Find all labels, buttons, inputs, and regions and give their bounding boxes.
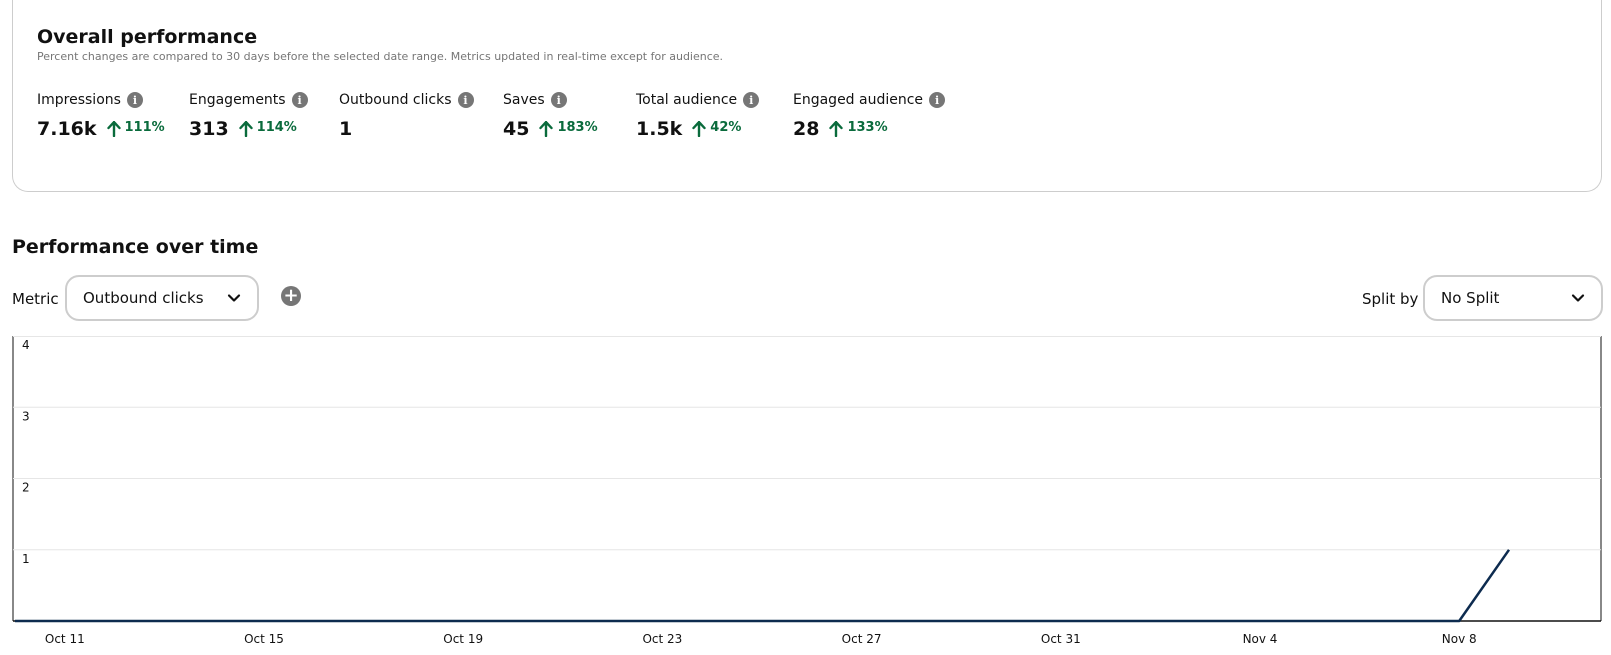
split-select[interactable]: No Split xyxy=(1423,275,1603,321)
arrow-up-icon xyxy=(692,121,706,137)
metric-change-value: 114% xyxy=(256,119,297,135)
metric-change-value: 133% xyxy=(847,119,888,135)
info-icon[interactable]: i xyxy=(457,92,474,108)
info-icon[interactable]: i xyxy=(743,92,760,108)
metric-select[interactable]: Outbound clicks xyxy=(65,275,259,321)
metric-value: 7.16k xyxy=(37,118,97,140)
info-icon[interactable]: i xyxy=(929,92,946,108)
x-tick-label: Oct 11 xyxy=(45,632,85,646)
info-icon[interactable]: i xyxy=(291,92,308,108)
metric-label: Impressions xyxy=(37,92,121,108)
x-tick-label: Oct 31 xyxy=(1041,632,1081,646)
metric-engagements: Engagements i 313 114% xyxy=(189,90,308,140)
info-icon[interactable]: i xyxy=(550,92,567,108)
split-select-value: No Split xyxy=(1441,289,1500,307)
metric-select-label: Metric xyxy=(12,290,59,308)
metric-total-audience: Total audience i 1.5k 42% xyxy=(636,90,760,140)
x-tick-label: Oct 27 xyxy=(842,632,882,646)
y-tick-label: 1 xyxy=(22,552,30,566)
metric-change: 114% xyxy=(238,119,297,137)
performance-over-time-title: Performance over time xyxy=(12,236,259,258)
metric-value: 313 xyxy=(189,118,229,140)
overall-performance-card: Overall performance Percent changes are … xyxy=(12,0,1602,192)
metric-change-value: 183% xyxy=(557,119,598,135)
series-line xyxy=(15,549,1511,623)
metric-change: 183% xyxy=(539,119,598,137)
metric-value: 1 xyxy=(339,118,353,140)
arrow-up-icon xyxy=(829,121,844,137)
metric-value: 28 xyxy=(793,118,820,140)
metric-change: 111% xyxy=(106,119,165,137)
metric-label: Total audience xyxy=(636,92,738,108)
arrow-up-icon xyxy=(238,121,253,137)
y-tick-label: 4 xyxy=(22,338,30,352)
info-icon[interactable]: i xyxy=(126,92,143,108)
metric-change-value: 42% xyxy=(710,119,742,135)
x-tick-label: Oct 19 xyxy=(443,632,483,646)
x-tick-label: Nov 4 xyxy=(1243,632,1278,646)
x-tick-label: Oct 15 xyxy=(244,632,284,646)
metric-saves: Saves i 45 183% xyxy=(503,90,598,140)
metric-label: Engaged audience xyxy=(793,92,924,108)
x-tick-label: Nov 8 xyxy=(1442,632,1477,646)
metric-value: 45 xyxy=(503,118,530,140)
x-tick-label: Oct 23 xyxy=(642,632,682,646)
y-tick-label: 2 xyxy=(22,481,30,495)
metric-impressions: Impressions i 7.16k 111% xyxy=(37,90,165,140)
split-select-label: Split by xyxy=(1362,290,1419,308)
arrow-up-icon xyxy=(539,121,554,137)
metric-label: Saves xyxy=(503,92,545,108)
metric-label: Engagements xyxy=(189,92,286,108)
overall-performance-title: Overall performance xyxy=(37,26,258,48)
metric-value: 1.5k xyxy=(636,118,683,140)
chevron-down-icon xyxy=(1571,294,1585,302)
metric-change-value: 111% xyxy=(124,119,165,135)
arrow-up-icon xyxy=(106,121,121,137)
y-tick-label: 3 xyxy=(22,409,30,423)
add-metric-icon[interactable]: + xyxy=(281,286,301,306)
metric-label: Outbound clicks xyxy=(339,92,452,108)
chevron-down-icon xyxy=(227,294,241,302)
metric-change: 42% xyxy=(692,119,742,137)
performance-line-chart: 1 2 3 4 Oct 11 Oct 15 Oct 19 Oct 23 Oct 27 Oct 31… xyxy=(12,336,1602,646)
metric-change: 133% xyxy=(829,119,888,137)
metric-select-value: Outbound clicks xyxy=(83,289,204,307)
metric-outbound-clicks: Outbound clicks i 1 xyxy=(339,90,474,140)
overall-performance-subtitle: Percent changes are compared to 30 days … xyxy=(37,50,724,63)
metric-engaged-audience: Engaged audience i 28 133% xyxy=(793,90,946,140)
